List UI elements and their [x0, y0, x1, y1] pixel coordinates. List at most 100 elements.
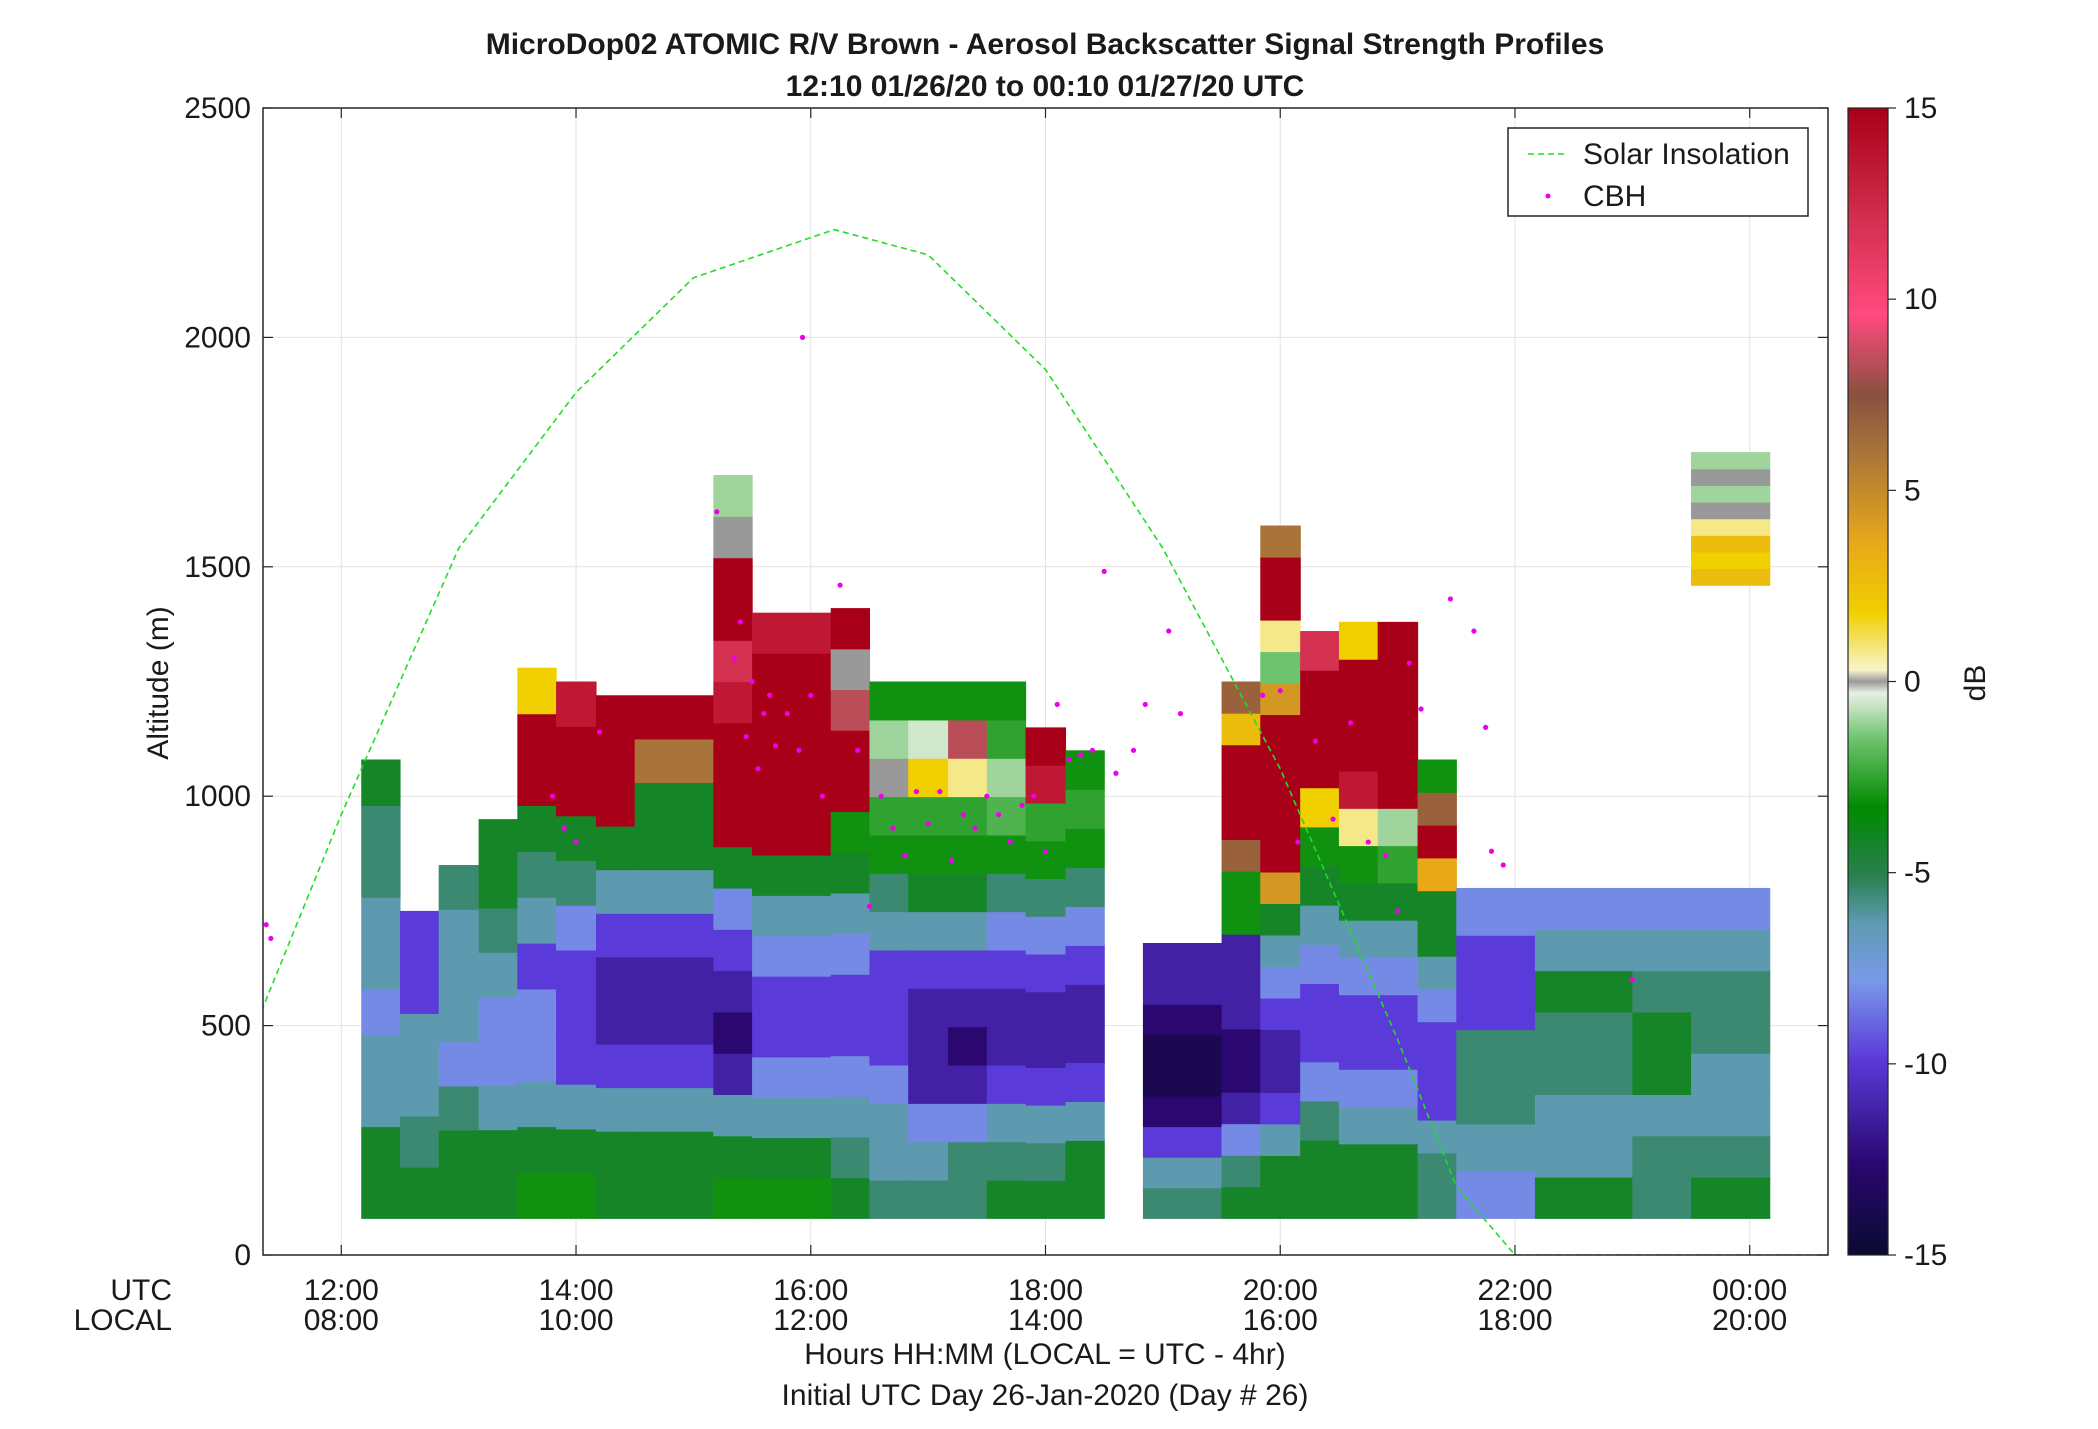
cbh-point — [837, 582, 843, 588]
x-axis: 12:0008:0014:0010:0016:0012:0018:0014:00… — [304, 108, 1787, 1337]
heatmap-cell — [1338, 920, 1379, 958]
heatmap-cell — [1065, 906, 1105, 946]
heatmap-cell — [438, 909, 480, 954]
cbh-point — [1078, 752, 1084, 758]
heatmap-cell — [634, 913, 714, 958]
heatmap-cell — [986, 1064, 1027, 1104]
cbh-point — [1277, 688, 1283, 694]
heatmap-cell — [1417, 890, 1457, 924]
heatmap-cell — [634, 1131, 714, 1176]
heatmap-cell — [1025, 1142, 1067, 1182]
heatmap-cell — [830, 1136, 871, 1179]
heatmap-cell — [1260, 777, 1301, 810]
heatmap-cell — [986, 681, 1027, 721]
heatmap-cell — [908, 988, 949, 1028]
heatmap-cell — [1338, 957, 1379, 996]
heatmap-cell — [869, 719, 909, 759]
heatmap-cell — [752, 895, 832, 937]
heatmap-cell — [1417, 923, 1457, 957]
heatmap-cell — [830, 730, 871, 772]
heatmap-cell — [1260, 714, 1301, 747]
heatmap-cell — [361, 1080, 401, 1128]
legend-cbh-swatch — [1545, 193, 1551, 199]
heatmap-cell — [713, 640, 753, 683]
heatmap-cell — [1377, 994, 1419, 1033]
heatmap-cell — [752, 814, 832, 856]
heatmap-cell — [1221, 870, 1261, 904]
heatmap-cell — [1632, 970, 1692, 1013]
heatmap-cell — [986, 719, 1027, 759]
heatmap-cell — [1065, 828, 1105, 868]
heatmap-cell — [986, 1026, 1027, 1066]
heatmap-cell — [713, 557, 753, 600]
heatmap-cell — [1221, 807, 1261, 840]
heatmap-cell — [361, 805, 401, 852]
heatmap-cell — [1221, 839, 1261, 872]
heatmap-cell — [713, 929, 753, 972]
cbh-point — [972, 825, 978, 831]
cbh-point — [561, 825, 567, 831]
heatmap-cell — [1221, 681, 1261, 714]
heatmap-cell — [986, 911, 1027, 951]
heatmap-cell — [908, 1026, 949, 1066]
heatmap-cell — [713, 764, 753, 806]
heatmap-cells — [361, 452, 1771, 1219]
heatmap-cell — [517, 713, 557, 761]
heatmap-cell — [908, 949, 949, 989]
heatmap-cell — [908, 1179, 949, 1219]
heatmap-cell — [1417, 1152, 1457, 1187]
heatmap-cell — [517, 988, 557, 1036]
heatmap-cell — [1691, 1053, 1771, 1096]
heatmap-cell — [399, 910, 440, 963]
heatmap-cell — [1338, 994, 1379, 1033]
heatmap-cell — [478, 952, 518, 998]
heatmap-cell — [1025, 916, 1067, 955]
colorbar-label: dB — [1959, 665, 1992, 702]
heatmap-cell — [1300, 944, 1340, 984]
heatmap-cell — [1142, 1065, 1223, 1097]
heatmap-cell — [713, 598, 753, 641]
heatmap-cell — [361, 1172, 401, 1219]
heatmap-cell — [1456, 935, 1536, 983]
heatmap-cell — [869, 834, 909, 874]
heatmap-cell — [1065, 867, 1105, 907]
heatmap-cell — [986, 988, 1027, 1028]
heatmap-cell — [1221, 1123, 1261, 1156]
heatmap-cell — [1142, 943, 1223, 975]
legend-box — [1507, 127, 1809, 217]
y-tick-label: 2500 — [184, 92, 251, 125]
heatmap-cell — [1065, 750, 1105, 790]
heatmap-cell — [908, 1064, 949, 1104]
heatmap-cell — [1025, 1180, 1067, 1219]
heatmap-cell — [1691, 970, 1771, 1013]
heatmap-cell — [1260, 840, 1301, 873]
heatmap-cell — [1300, 1022, 1340, 1063]
legend-cbh-label: CBH — [1583, 180, 1646, 213]
cbh-series — [263, 334, 1635, 983]
heatmap-cell — [1260, 997, 1301, 1030]
cbh-point — [984, 793, 990, 799]
heatmap-cell — [1417, 1054, 1457, 1088]
heatmap-cell — [517, 1034, 557, 1082]
heatmap-cell — [830, 1014, 871, 1057]
x-tick-label-local: 10:00 — [538, 1304, 613, 1337]
heatmap-cell — [1142, 1095, 1223, 1128]
heatmap-cell — [869, 681, 909, 721]
heatmap-cell — [830, 1096, 871, 1138]
heatmap-cell — [713, 1094, 753, 1137]
heatmap-cell — [1142, 1187, 1223, 1219]
heatmap-cell — [1025, 991, 1067, 1031]
cbh-point — [1629, 977, 1635, 983]
heatmap-cell — [986, 834, 1027, 874]
heatmap-cell — [948, 988, 988, 1028]
heatmap-cell — [752, 854, 832, 896]
heatmap-cell — [830, 770, 871, 813]
heatmap-cell — [830, 974, 871, 1016]
heatmap-cell — [1417, 857, 1457, 892]
heatmap-cell — [634, 1000, 714, 1045]
heatmap-cell — [1260, 934, 1301, 967]
heatmap-cell — [595, 782, 636, 827]
heatmap-cell — [1456, 982, 1536, 1031]
cbh-point — [925, 821, 931, 827]
heatmap-cell — [948, 681, 988, 721]
